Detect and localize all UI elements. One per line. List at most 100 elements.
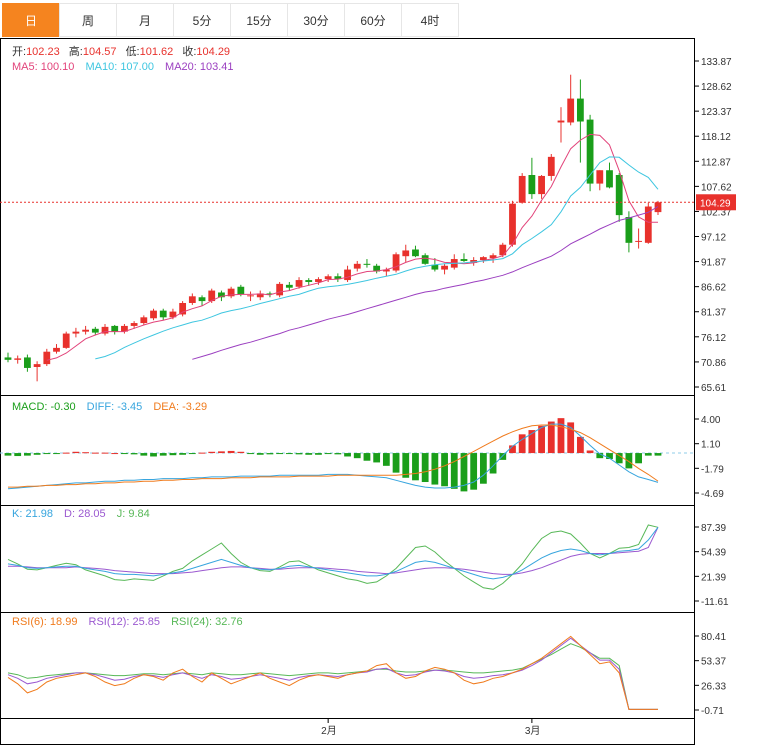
tab-4hour[interactable]: 4时 [401,3,459,37]
price-tick-label: 107.62 [701,182,732,193]
candle-body [441,265,448,270]
macd-histogram-bar [237,451,245,454]
macd-histogram-bar [557,418,565,454]
price-tick-label: 102.37 [701,207,732,218]
macd-histogram-bar [169,453,177,456]
candle-body [576,98,584,122]
ohlc-readout: 开:102.23 高:104.57 低:101.62 收:104.29 [12,44,230,58]
chart-frame [0,38,695,745]
price-tick-label: 97.12 [701,233,726,244]
tab-week[interactable]: 周 [59,3,117,37]
macd-histogram-bar [373,453,381,463]
date-tick-label: 3月 [525,725,541,737]
candle-body [198,297,206,302]
price-tick-label: 128.62 [701,82,732,93]
candle-body [295,280,303,287]
candle-body [412,249,419,257]
candle-body [188,296,196,303]
price-tick-label: 112.87 [701,157,731,168]
candle-body [509,203,516,245]
ma5-line [46,133,658,361]
rsi-tick-label: -0.71 [701,706,724,717]
price-tick-label: 123.37 [701,107,732,118]
price-tick-label: 118.12 [701,132,731,143]
macd-histogram-bar [635,453,642,464]
macd-histogram-bar [644,453,652,456]
macd-histogram-bar [276,453,284,455]
macd-histogram-bar [43,453,51,455]
candle-body [324,276,332,280]
tab-60min[interactable]: 60分 [344,3,402,37]
macd-histogram-bar [450,453,458,489]
tab-15min[interactable]: 15分 [230,3,288,37]
macd-histogram-bar [489,453,497,474]
tab-month[interactable]: 月 [116,3,174,37]
candle-body [14,358,22,360]
price-tick-label: 91.87 [701,258,726,269]
macd-histogram-bar [295,453,303,455]
candle-body [315,279,322,282]
candle-body [547,156,555,176]
macd-histogram-bar [518,434,526,454]
macd-histogram-bar [62,452,70,454]
macd-histogram-bar [470,453,478,490]
candle-body [392,254,400,271]
candle-body [644,206,652,243]
candle-body [208,290,216,302]
price-tick-label: 86.62 [701,283,726,294]
kdj-j-line [7,524,659,590]
macd-histogram-bar [576,436,584,454]
rsi6-line [7,635,658,710]
candle-body [528,174,536,195]
candle-body [150,310,157,319]
price-tick-label: 76.12 [701,333,726,344]
kdj-readout: K: 21.98 D: 28.05 J: 9.84 [12,508,150,520]
macd-histogram-bar [654,453,662,456]
macd-tick-label: -4.69 [701,489,724,500]
macd-histogram-bar [305,453,313,455]
macd-histogram-bar [586,450,594,454]
macd-histogram-bar [198,452,206,454]
candle-body [654,202,662,213]
candle-body [237,286,245,295]
kdj-tick-label: -11.61 [701,597,729,608]
candle-body [344,269,351,281]
candle-body [227,288,235,297]
candle-body [140,317,148,324]
tab-day[interactable]: 日 [2,3,60,37]
price-panel: 133.87 128.62 123.37 118.12 112.87 107.62 102.… [0,57,736,394]
macd-histogram-bar [247,453,254,455]
macd-histogram-bar [615,453,623,464]
macd-histogram-bar [344,453,351,457]
candle-body [606,170,613,188]
macd-tick-label: 1.10 [701,440,721,451]
candle-body [247,295,254,297]
rsi24-line [7,643,658,710]
candle-body [53,347,60,352]
macd-dea-line [8,424,659,488]
macd-histogram-bar [528,430,536,454]
macd-tick-label: 4.00 [701,415,721,426]
last-price-badge [696,194,736,211]
price-tick-label: 65.61 [701,383,726,394]
macd-histogram-bar [460,453,468,492]
candle-body [82,329,90,332]
macd-histogram-bar [382,453,390,466]
macd-histogram-bar [256,453,264,455]
candle-body [24,357,31,368]
macd-tick-label: -1.79 [701,464,724,475]
candle-body [101,326,109,334]
rsi-tick-label: 80.41 [701,632,726,643]
candle-body [334,276,342,280]
macd-histogram-bar [625,453,633,469]
candle-body [285,284,293,288]
candle-body [121,325,128,332]
macd-histogram-bar [82,452,90,454]
candle-body [169,311,177,318]
macd-histogram-bar [441,453,448,487]
macd-histogram-bar [4,453,12,456]
rsi12-line [7,637,658,710]
macd-histogram-bar [479,453,487,484]
